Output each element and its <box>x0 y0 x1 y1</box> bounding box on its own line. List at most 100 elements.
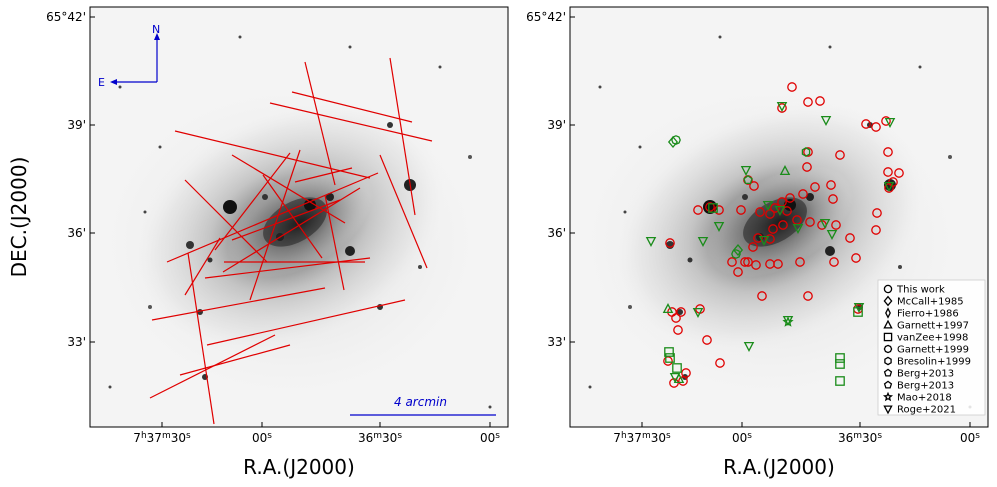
x-tick-label: 36m30s <box>838 431 882 445</box>
literature-marker <box>713 221 725 232</box>
x-tick-label: 00s <box>252 431 272 445</box>
legend-marker-octagon <box>883 344 893 354</box>
slit-line <box>262 174 323 259</box>
legend-label: Fierro+1986 <box>897 309 959 320</box>
x-tick-label: 7h37m30s <box>133 431 191 445</box>
this-work-marker <box>755 207 765 217</box>
literature-marker <box>671 135 681 145</box>
this-work-marker <box>795 257 805 267</box>
this-work-marker <box>835 150 845 160</box>
slit-line <box>149 334 276 399</box>
literature-marker <box>762 200 774 211</box>
legend-marker-thin-diamond <box>885 307 891 319</box>
this-work-marker <box>765 234 775 244</box>
literature-marker <box>731 249 741 259</box>
this-work-marker <box>676 307 686 317</box>
this-work-marker <box>805 217 815 227</box>
left-ticks <box>90 16 491 427</box>
this-work-marker <box>778 220 788 230</box>
this-work-marker <box>883 167 893 177</box>
literature-marker <box>758 235 770 246</box>
literature-marker <box>732 243 744 257</box>
slit-line <box>389 57 416 216</box>
literature-marker <box>665 353 675 363</box>
y-tick-label: 33' <box>547 335 566 349</box>
scale-bar-label: 4 arcmin <box>394 395 447 409</box>
y-tick-label: 36' <box>67 226 86 240</box>
y-tick-label: 39' <box>67 118 86 132</box>
this-work-marker <box>753 233 763 243</box>
literature-marker <box>672 363 682 373</box>
slit-line <box>222 187 361 273</box>
this-work-marker <box>803 97 813 107</box>
legend-marker-pentagon <box>883 368 893 377</box>
compass: N E <box>98 23 160 89</box>
this-work-marker <box>770 203 780 213</box>
slit-line <box>324 194 345 291</box>
slit-line <box>231 154 346 224</box>
legend-label: vanZee+1998 <box>897 333 968 344</box>
literature-marker <box>740 165 752 176</box>
literature-marker <box>820 115 832 126</box>
this-work-marker <box>715 358 725 368</box>
literature-marker <box>884 117 896 128</box>
this-work-marker <box>828 194 838 204</box>
compass-east: E <box>98 76 105 89</box>
x-tick-label: 36m30s <box>358 431 402 445</box>
literature-marker <box>801 147 811 157</box>
this-work-marker <box>894 168 904 178</box>
legend-label: Berg+2013 <box>897 369 954 380</box>
this-work-marker <box>803 291 813 301</box>
this-work-marker <box>736 205 746 215</box>
this-work-marker <box>826 180 836 190</box>
slit-line <box>269 102 433 142</box>
right-frame <box>569 6 989 428</box>
literature-marker <box>835 376 845 386</box>
this-work-marker <box>748 242 758 252</box>
this-work-marker <box>727 257 737 267</box>
this-work-marker <box>802 162 812 172</box>
this-work-marker <box>765 259 775 269</box>
this-work-marker <box>851 253 861 263</box>
this-work-marker <box>705 202 715 212</box>
legend-box <box>877 279 986 416</box>
legend-marker-circle <box>883 284 893 294</box>
this-work-marker <box>871 122 881 132</box>
literature-marker <box>776 101 788 112</box>
slit-line <box>291 91 413 123</box>
slit-line <box>304 61 336 186</box>
literature-marker <box>819 218 831 229</box>
literature-marker <box>792 223 804 234</box>
literature-marker <box>835 353 845 363</box>
slit-line <box>184 237 221 296</box>
slit-line <box>151 287 326 321</box>
region-markers <box>645 82 904 388</box>
legend-marker-pentagon <box>883 380 893 389</box>
this-work-marker <box>749 181 759 191</box>
literature-marker <box>667 135 679 149</box>
x-tick-label: 00s <box>732 431 752 445</box>
y-tick-label: 39' <box>547 118 566 132</box>
x-axis-title: R.A.(J2000) <box>243 455 355 479</box>
legend-marker-diamond <box>883 295 893 307</box>
this-work-marker <box>829 257 839 267</box>
literature-marker <box>692 307 704 318</box>
y-axis-title: DEC.(J2000) <box>7 157 31 278</box>
this-work-marker <box>740 257 750 267</box>
this-work-marker <box>845 233 855 243</box>
this-work-marker <box>861 119 871 129</box>
literature-marker <box>664 347 674 357</box>
legend-marker-star <box>882 391 894 402</box>
this-work-marker <box>757 291 767 301</box>
slit-line <box>379 154 428 269</box>
left-panel: N E 4 arcmin 65°42' 39' 36' 33' 7h37m30s… <box>7 6 509 479</box>
this-work-marker <box>693 205 703 215</box>
slit-line <box>294 167 353 183</box>
literature-marker <box>662 303 674 314</box>
legend-label: Garnett+1999 <box>897 345 969 356</box>
this-work-marker <box>831 220 841 230</box>
right-ticks <box>570 16 971 427</box>
this-work-marker <box>883 147 893 157</box>
literature-marker <box>774 205 786 216</box>
y-tick-label: 65°42' <box>46 10 86 24</box>
